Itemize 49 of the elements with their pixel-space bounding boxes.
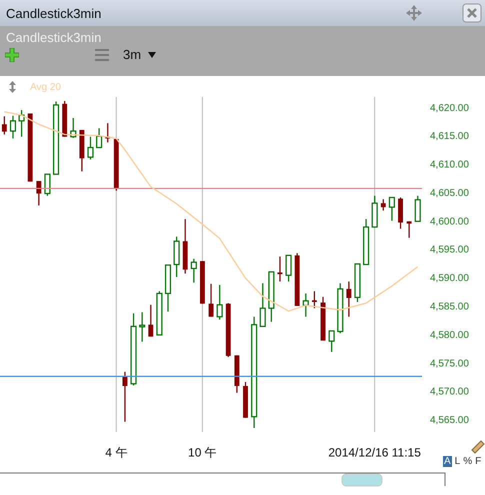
candlestick bbox=[216, 284, 223, 320]
y-tick-label: 4,565.00 bbox=[430, 415, 470, 426]
candlestick bbox=[148, 304, 154, 338]
y-tick-label: 4,615.00 bbox=[430, 131, 470, 142]
candlestick bbox=[96, 128, 102, 148]
y-tick-label: 4,610.00 bbox=[430, 160, 470, 171]
y-tick-label: 4,590.00 bbox=[430, 273, 470, 284]
line-series bbox=[4, 111, 418, 312]
chart-title: Candlestick3min bbox=[6, 6, 102, 20]
candlestick bbox=[44, 174, 50, 196]
text: L bbox=[454, 456, 460, 467]
y-tick-label: 4,570.00 bbox=[430, 386, 470, 398]
candlestick bbox=[10, 115, 16, 140]
candlestick bbox=[312, 290, 317, 309]
y-tick-label: 4,580.00 bbox=[430, 330, 470, 341]
text: F bbox=[475, 456, 482, 467]
x-tick-label: 10 午 bbox=[188, 446, 217, 460]
candlestick bbox=[122, 371, 128, 422]
candlestick bbox=[346, 280, 352, 318]
candlestick bbox=[398, 196, 403, 230]
candlestick bbox=[174, 236, 180, 278]
candlestick bbox=[414, 195, 421, 222]
candlestick bbox=[190, 258, 197, 284]
candlestick bbox=[388, 196, 395, 222]
y-tick-label: 4,575.00 bbox=[430, 358, 470, 370]
text: 3m bbox=[123, 47, 142, 62]
x-tick-label: 4 午 bbox=[105, 446, 128, 460]
chart-title: Candlestick3min bbox=[6, 30, 102, 45]
x-tick-label: 2014/12/16 11:15 bbox=[328, 446, 422, 460]
candlestick bbox=[2, 116, 7, 136]
y-tick-label: 4,595.00 bbox=[430, 244, 470, 256]
candlestick bbox=[278, 256, 282, 282]
text: Avg 20 bbox=[30, 82, 61, 93]
candlestick bbox=[260, 282, 266, 327]
y-tick-label: 4,585.00 bbox=[430, 302, 470, 312]
candlestick bbox=[328, 330, 335, 353]
candlestick bbox=[302, 292, 309, 318]
candlestick bbox=[380, 198, 386, 212]
y-tick-label: 4,600.00 bbox=[430, 216, 470, 228]
text: % bbox=[463, 456, 472, 467]
y-tick-label: 4,605.00 bbox=[430, 188, 470, 199]
candlestick bbox=[372, 195, 378, 228]
candlestick bbox=[286, 254, 292, 282]
text: A bbox=[443, 456, 452, 467]
candlestick bbox=[139, 312, 146, 342]
candlestick bbox=[87, 136, 94, 160]
candlestick bbox=[36, 180, 42, 206]
y-tick-label: 4,620.00 bbox=[430, 102, 470, 114]
candlestick bbox=[208, 283, 214, 318]
